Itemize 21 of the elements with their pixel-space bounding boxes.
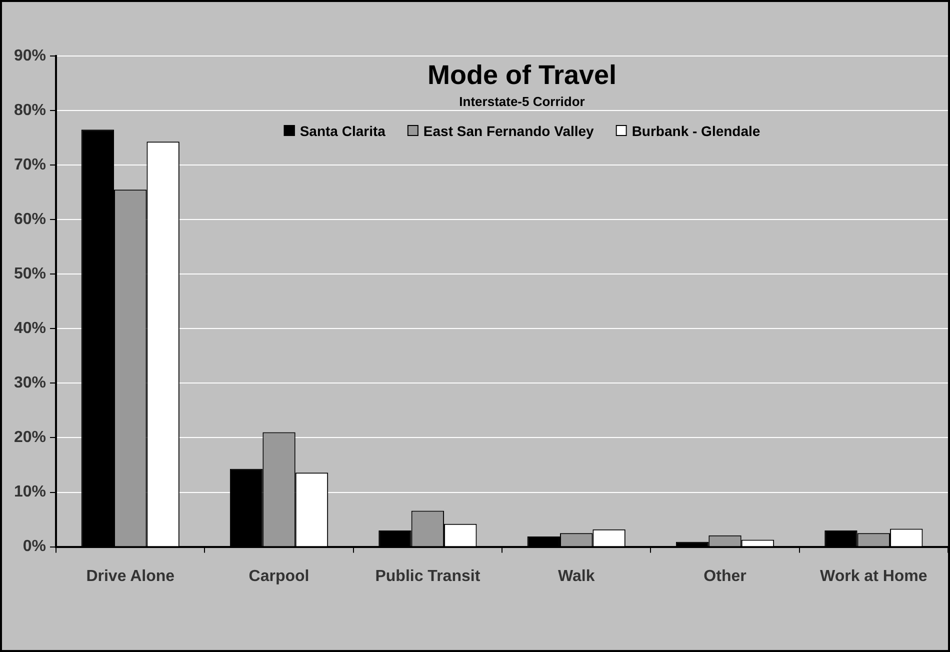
y-tick-label: 50% [14, 266, 46, 283]
x-tick-label: Walk [558, 568, 595, 585]
text: Interstate-5 Corridor [459, 94, 585, 109]
y-tick-label: 80% [14, 102, 46, 119]
y-tick-label: 40% [14, 320, 46, 338]
x-tick-label: Other [704, 568, 746, 585]
legend-label: Santa Clarita [300, 123, 386, 139]
chart-title: Mode of Travel [427, 60, 617, 90]
legend-label: Burbank - Glendale [632, 123, 760, 139]
x-tick-label: Drive Alone [86, 568, 175, 585]
x-tick-label: Work at Home [820, 568, 928, 585]
y-tick-label: 70% [14, 156, 46, 174]
x-tick-label: Public Transit [375, 568, 481, 585]
y-tick-label: 30% [14, 374, 46, 392]
y-tick-label: 90% [14, 47, 46, 64]
y-tick-label: 10% [14, 484, 46, 501]
y-tick-label: 60% [14, 211, 46, 228]
legend-label: East San Fernando Valley [423, 123, 594, 139]
y-tick-label: 20% [14, 429, 46, 446]
x-tick-label: Carpool [248, 568, 310, 585]
y-tick-label: 0% [22, 538, 46, 556]
